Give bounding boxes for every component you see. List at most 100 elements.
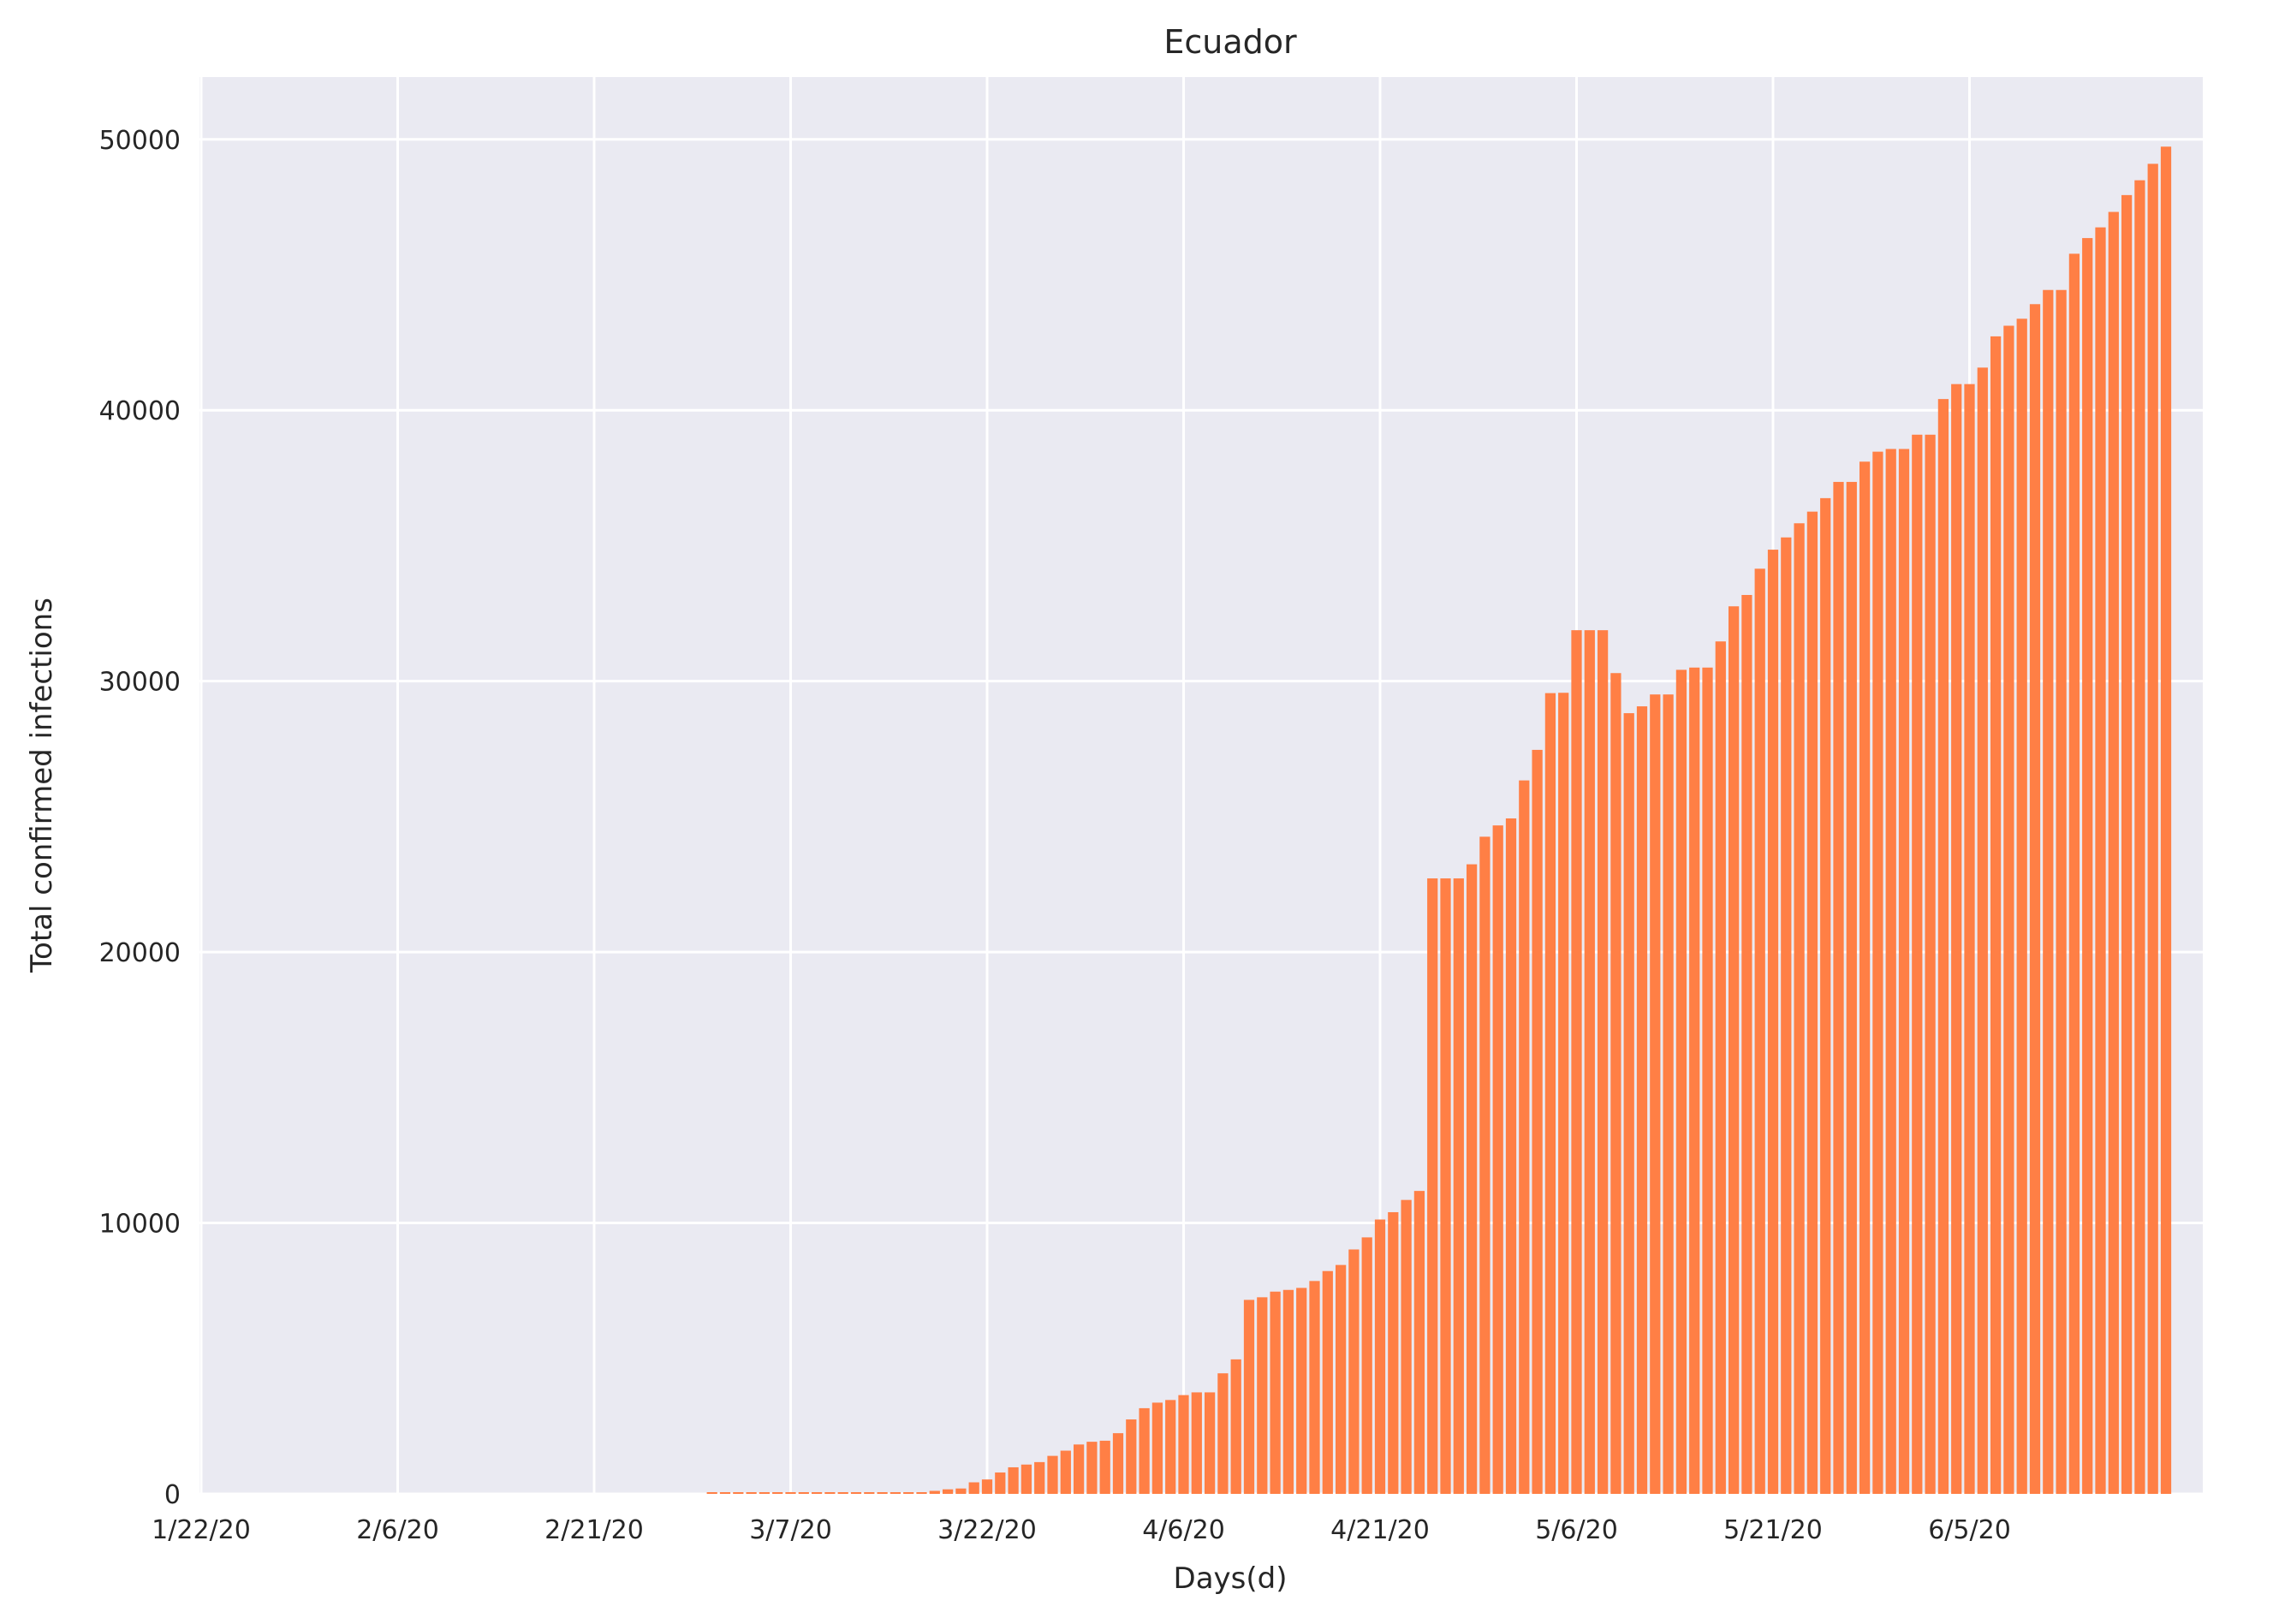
bar: [1872, 451, 1883, 1494]
bar: [1060, 1450, 1071, 1494]
bar: [1270, 1291, 1281, 1494]
bar: [1008, 1466, 1019, 1494]
bar: [2160, 146, 2172, 1495]
bar: [811, 1492, 823, 1494]
bar: [995, 1472, 1006, 1494]
bar: [785, 1492, 796, 1494]
bar: [1047, 1455, 1058, 1494]
bar: [1374, 1219, 1386, 1494]
bar: [1139, 1407, 1150, 1494]
x-tick-label: 1/22/20: [152, 1515, 251, 1545]
bar: [2003, 325, 2014, 1494]
bar: [2082, 238, 2093, 1494]
bar: [2056, 289, 2067, 1495]
bar: [968, 1482, 979, 1494]
bar: [903, 1492, 914, 1494]
bar: [1597, 630, 1609, 1494]
bar: [1479, 836, 1491, 1494]
bar: [1623, 713, 1634, 1494]
bar: [1833, 481, 1844, 1494]
chart-title: Ecuador: [1163, 23, 1297, 61]
x-tick-label: 5/21/20: [1723, 1515, 1823, 1545]
bar: [955, 1488, 967, 1494]
bar: [877, 1492, 888, 1494]
bar: [1571, 630, 1582, 1494]
x-tick-label: 3/7/20: [749, 1515, 832, 1545]
bar: [759, 1492, 771, 1494]
bar: [719, 1492, 731, 1494]
bar: [1610, 673, 1621, 1494]
bar: [1204, 1392, 1216, 1494]
bar: [798, 1492, 809, 1494]
bar: [1230, 1359, 1241, 1494]
bar: [1990, 336, 2002, 1495]
bar: [2095, 227, 2106, 1495]
bar: [1544, 693, 1556, 1494]
bars: [706, 146, 2172, 1495]
bar: [1767, 550, 1779, 1494]
bar: [1282, 1289, 1294, 1494]
bar: [1178, 1395, 1189, 1494]
bar: [1165, 1400, 1176, 1494]
bar: [981, 1479, 993, 1494]
bar: [706, 1492, 717, 1494]
bar: [1937, 399, 1949, 1494]
bar: [1427, 878, 1438, 1494]
bar: [1532, 749, 1543, 1494]
bar: [2108, 211, 2119, 1494]
bar: [1794, 523, 1805, 1495]
x-tick-label: 6/5/20: [1928, 1515, 2011, 1545]
bar: [1925, 434, 1936, 1495]
bar: [1034, 1461, 1045, 1494]
bar: [1715, 641, 1726, 1494]
bar: [746, 1492, 757, 1494]
bar: [1322, 1270, 1333, 1494]
bar: [1126, 1419, 1137, 1494]
bar: [1663, 694, 1674, 1494]
bar: [890, 1492, 901, 1494]
bar: [1191, 1392, 1202, 1494]
x-tick-label: 2/21/20: [544, 1515, 644, 1545]
bar: [1309, 1281, 1320, 1494]
bar: [1296, 1288, 1307, 1494]
bar: [1151, 1402, 1163, 1494]
y-tick-label: 0: [164, 1480, 181, 1510]
bar: [2134, 180, 2145, 1495]
bar: [1466, 864, 1478, 1494]
bar: [916, 1492, 927, 1494]
bar: [1846, 481, 1857, 1494]
bar: [2068, 253, 2080, 1494]
bar: [1898, 449, 1910, 1494]
bar: [837, 1492, 848, 1494]
bar: [1243, 1300, 1255, 1494]
bar: [733, 1492, 744, 1494]
bar: [1492, 825, 1503, 1494]
bar: [2121, 194, 2133, 1494]
bar: [1099, 1440, 1110, 1494]
bar: [1650, 694, 1661, 1494]
bar: [1413, 1191, 1425, 1494]
x-tick-label: 5/6/20: [1535, 1515, 1618, 1545]
y-axis-title: Total confirmed infections: [25, 598, 59, 973]
x-tick-label: 4/6/20: [1142, 1515, 1225, 1545]
bar: [850, 1492, 862, 1494]
x-tick-label: 3/22/20: [937, 1515, 1037, 1545]
bar: [1388, 1211, 1399, 1494]
y-tick-label: 40000: [99, 396, 181, 426]
bar: [1820, 497, 1831, 1495]
bar: [1636, 706, 1648, 1494]
y-tick-label: 10000: [99, 1210, 181, 1240]
bar: [1086, 1442, 1098, 1494]
bar: [2029, 304, 2041, 1494]
bar: [1964, 384, 1975, 1494]
bar: [864, 1492, 875, 1494]
y-tick-label: 20000: [99, 938, 181, 968]
bar: [942, 1489, 954, 1494]
bar: [2147, 164, 2158, 1494]
bar: [1806, 511, 1818, 1494]
bar: [2016, 318, 2027, 1495]
bar: [1951, 384, 1962, 1494]
bar: [1558, 693, 1569, 1494]
bar: [1335, 1264, 1347, 1494]
